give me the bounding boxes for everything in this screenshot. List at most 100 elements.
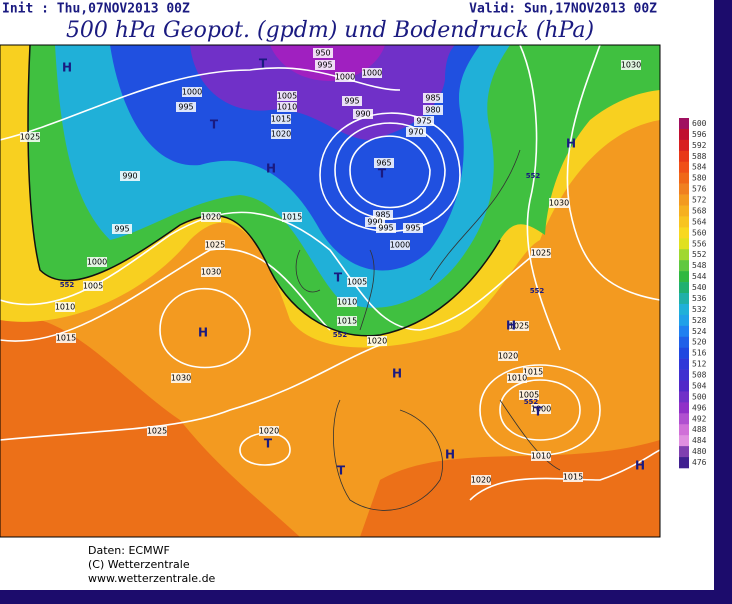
label-box — [509, 321, 529, 331]
colorbar-label: 528 — [692, 316, 707, 325]
label-box — [87, 257, 107, 267]
label-box — [112, 224, 132, 234]
isobar-label: 995 — [378, 224, 393, 233]
height-label: 552 — [526, 172, 541, 180]
label-box — [83, 281, 103, 291]
colorbar-label: 600 — [692, 119, 707, 128]
label-box — [373, 210, 393, 220]
isobar-label: 995 — [317, 61, 332, 70]
label-box — [353, 109, 373, 119]
label-box — [55, 302, 75, 312]
colorbar-step — [679, 205, 689, 217]
colorbar-step — [679, 238, 689, 250]
label-box — [337, 297, 357, 307]
isobar-label: 1000 — [335, 73, 355, 82]
label-box — [531, 451, 551, 461]
colorbar-step — [679, 336, 689, 348]
footer: Daten: ECMWF(C) Wetterzentralewww.wetter… — [88, 544, 216, 585]
isobar-label: 1025 — [509, 322, 529, 331]
colorbar-label: 540 — [692, 283, 707, 292]
label-box — [549, 198, 569, 208]
label-box — [347, 277, 367, 287]
label-box — [182, 87, 202, 97]
isobar-label: 1030 — [201, 268, 221, 277]
colorbar-step — [679, 282, 689, 294]
colorbar-label: 548 — [692, 261, 707, 270]
colorbar-step — [679, 325, 689, 338]
isobar-label: 1015 — [271, 115, 291, 124]
colorbar-step — [679, 391, 689, 403]
colorbar-step — [679, 194, 689, 206]
warm-field — [360, 440, 660, 537]
isobar-label: 965 — [376, 159, 391, 168]
isobar-label: 1020 — [201, 213, 221, 222]
colorbar-label: 492 — [692, 414, 707, 423]
valid-time: Valid: Sun,17NOV2013 00Z — [469, 2, 657, 17]
isobar-label: 1000 — [182, 88, 202, 97]
colorbar-step — [679, 293, 689, 305]
isobar-label: 1005 — [519, 391, 539, 400]
isobar-label: 1025 — [205, 241, 225, 250]
colorbar-step — [679, 303, 689, 316]
label-box — [423, 93, 443, 103]
pressure-center: H — [392, 367, 402, 381]
label-box — [414, 116, 434, 126]
isobar-label: 1005 — [277, 92, 297, 101]
pressure-center: H — [566, 137, 576, 151]
pressure-center: H — [445, 448, 455, 462]
label-box — [315, 60, 335, 70]
height-label: 552 — [333, 331, 348, 339]
footer-line: Daten: ECMWF — [88, 544, 170, 557]
colorbar-label: 536 — [692, 294, 707, 303]
label-box — [621, 60, 641, 70]
colorbar-label: 500 — [692, 392, 707, 401]
colorbar-step — [679, 118, 689, 130]
footer-line: (C) Wetterzentrale — [88, 558, 190, 571]
label-box — [205, 240, 225, 250]
colorbar-step — [679, 424, 689, 436]
isobars — [0, 45, 660, 501]
pressure-center: T — [378, 167, 387, 181]
label-box — [120, 171, 140, 181]
label-box — [56, 333, 76, 343]
pressure-center: H — [635, 459, 645, 473]
colorbar-step — [679, 150, 689, 163]
colorbar-label: 556 — [692, 239, 707, 248]
isobar-label: 1015 — [337, 317, 357, 326]
colorbar-step — [679, 161, 689, 173]
label-box — [498, 351, 518, 361]
label-box — [201, 267, 221, 277]
label-box — [176, 102, 196, 112]
label-box — [201, 212, 221, 222]
colorbar-label: 560 — [692, 228, 707, 237]
isobar-label: 985 — [375, 211, 390, 220]
colorbar-step — [679, 380, 689, 392]
isobar-label: 1015 — [282, 213, 302, 222]
isobar-label: 1010 — [507, 374, 527, 383]
label-box — [362, 68, 382, 78]
label-box — [277, 91, 297, 101]
colorbar-step — [679, 139, 689, 152]
height-label: 552 — [530, 287, 545, 295]
isobar-label: 995 — [344, 97, 359, 106]
isobar-label: 1030 — [171, 374, 191, 383]
isobar-label: 1015 — [56, 334, 76, 343]
isobar-label: 990 — [367, 218, 382, 227]
isobar-label: 1025 — [531, 249, 551, 258]
isobar-label: 1025 — [20, 133, 40, 142]
pressure-center: T — [534, 405, 543, 419]
colorbar-label: 568 — [692, 206, 707, 215]
isobar-label: 990 — [122, 172, 137, 181]
colorbar-label: 520 — [692, 338, 707, 347]
colorbar-label: 552 — [692, 250, 707, 259]
isobar-label: 1020 — [471, 476, 491, 485]
label-box — [282, 212, 302, 222]
isobar-label: 1000 — [390, 241, 410, 250]
colorbar-step — [679, 457, 689, 469]
label-box — [563, 472, 583, 482]
colorbar-label: 496 — [692, 403, 707, 412]
colorbar-step — [679, 128, 689, 141]
label-box — [147, 426, 167, 436]
isobar-label: 975 — [416, 117, 431, 126]
colorbar-step — [679, 172, 689, 184]
